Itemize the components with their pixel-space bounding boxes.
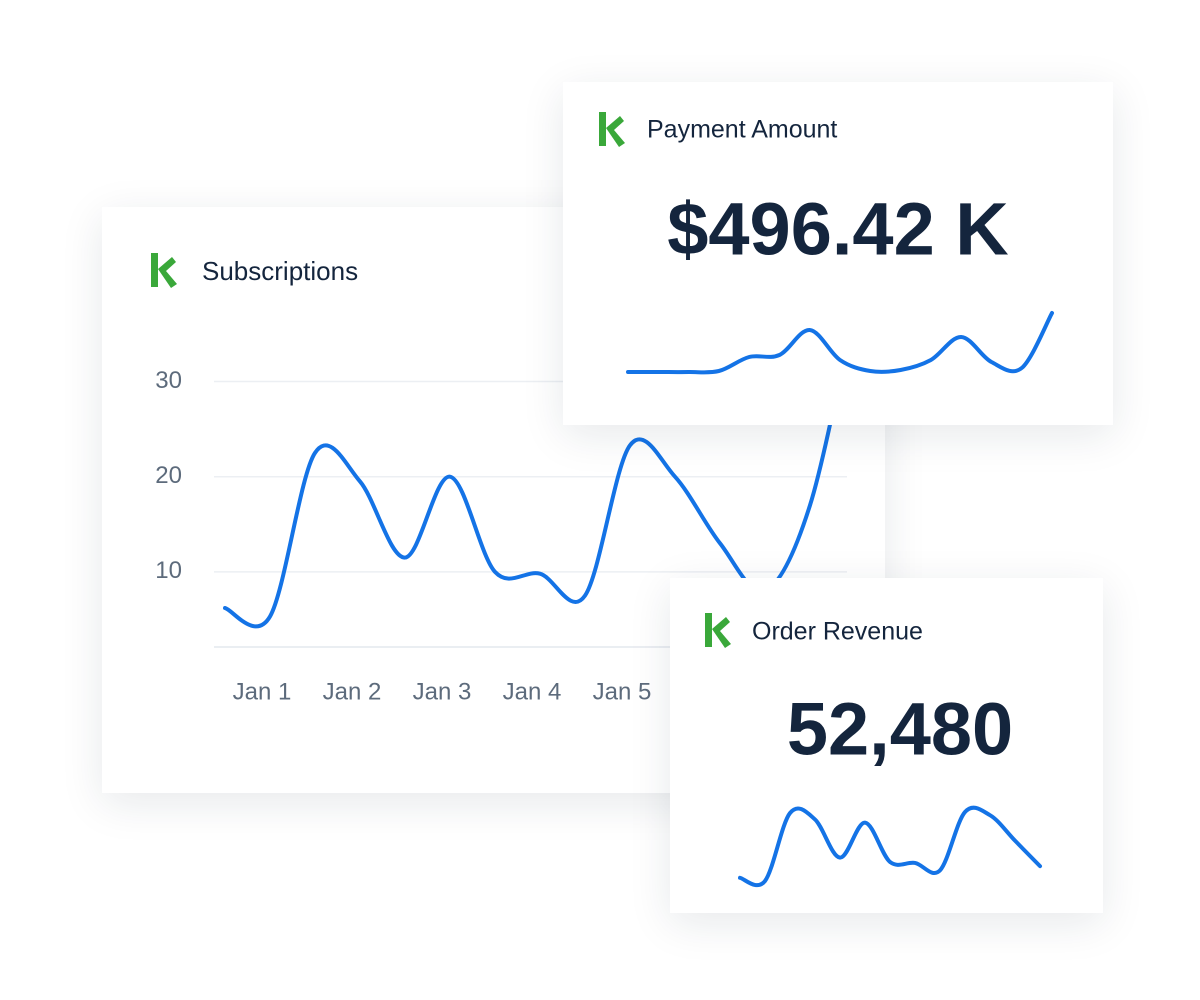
order-svg: Order Revenue 52,480 bbox=[705, 613, 1042, 888]
card-title: Order Revenue bbox=[752, 618, 923, 646]
card-title: Payment Amount bbox=[647, 116, 837, 144]
sparkline bbox=[626, 311, 1054, 375]
y-tick-label: 10 bbox=[155, 557, 182, 584]
y-tick-label: 20 bbox=[155, 462, 182, 489]
metric-value: 52,480 bbox=[787, 688, 1013, 771]
x-tick-label: Jan 1 bbox=[233, 678, 292, 705]
x-tick-label: Jan 5 bbox=[593, 678, 652, 705]
order-card: Order Revenue 52,480 bbox=[670, 578, 1103, 913]
card-title: Subscriptions bbox=[202, 256, 358, 286]
payment-card: Payment Amount $496.42 K bbox=[563, 82, 1113, 425]
y-tick-label: 30 bbox=[155, 367, 182, 394]
x-tick-label: Jan 4 bbox=[503, 678, 562, 705]
x-tick-label: Jan 3 bbox=[413, 678, 472, 705]
payment-svg: Payment Amount $496.42 K bbox=[599, 112, 1054, 375]
sparkline bbox=[738, 805, 1042, 888]
x-tick-label: Jan 2 bbox=[323, 678, 382, 705]
logo bbox=[151, 253, 177, 288]
metric-value: $496.42 K bbox=[667, 188, 1009, 271]
logo bbox=[599, 112, 625, 147]
logo bbox=[705, 613, 731, 648]
